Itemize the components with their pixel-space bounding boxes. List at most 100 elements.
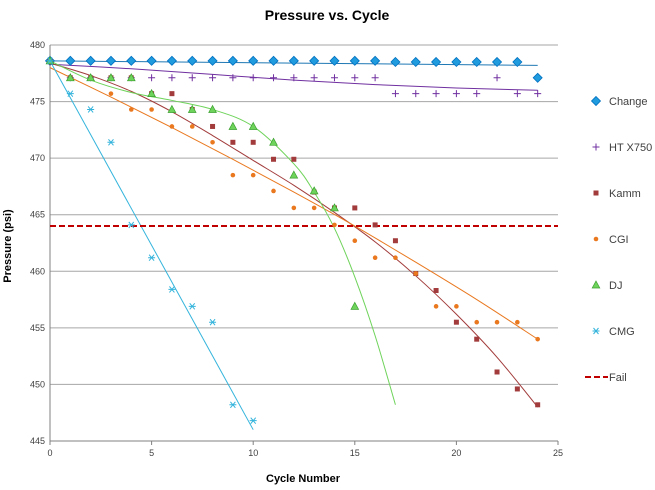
point-change xyxy=(532,72,543,83)
y-tick-label: 480 xyxy=(30,40,45,50)
point-change xyxy=(410,56,421,68)
point-ht-x750 xyxy=(209,74,217,82)
point-cmg xyxy=(188,303,196,310)
point-cgi xyxy=(332,222,337,228)
y-tick-label: 450 xyxy=(30,379,45,389)
point-kamm xyxy=(372,222,378,228)
point-cgi xyxy=(250,172,256,178)
point-kamm xyxy=(291,156,297,162)
x-tick-label: 0 xyxy=(47,448,52,458)
point-dj xyxy=(187,104,197,113)
x-tick-label: 5 xyxy=(149,448,154,458)
point-kamm xyxy=(169,91,175,97)
point-dj xyxy=(248,121,258,130)
point-ht-x750 xyxy=(513,90,521,98)
trendline-kamm xyxy=(49,62,539,408)
trendline-dj xyxy=(49,60,396,405)
point-kamm xyxy=(535,402,541,408)
point-ht-x750 xyxy=(351,74,359,82)
point-change xyxy=(227,55,238,66)
point-cmg xyxy=(249,417,257,424)
point-dj xyxy=(65,73,75,82)
point-dj xyxy=(86,73,96,82)
legend-label-change: Change xyxy=(609,96,648,108)
y-tick-label: 470 xyxy=(30,153,45,163)
point-ht-x750 xyxy=(290,74,298,82)
point-change xyxy=(207,55,218,66)
point-cgi xyxy=(413,271,419,276)
point-cmg xyxy=(127,221,135,229)
legend-marker-cmg xyxy=(592,327,600,335)
point-cgi xyxy=(189,124,195,129)
point-kamm xyxy=(494,369,500,375)
x-tick-label: 15 xyxy=(350,448,360,458)
point-change xyxy=(329,55,340,66)
point-dj xyxy=(350,301,360,310)
point-ht-x750 xyxy=(493,74,501,82)
point-cmg xyxy=(229,401,237,409)
point-cgi xyxy=(393,255,398,261)
point-kamm xyxy=(474,336,480,342)
point-ht-x750 xyxy=(391,90,399,98)
axes: 445 450 455 460 465 470 475 480 0 5 10 15 20 25 xyxy=(30,40,563,458)
point-cgi xyxy=(149,107,154,112)
point-kamm xyxy=(230,139,236,145)
point-kamm xyxy=(210,123,216,129)
x-tick-label: 10 xyxy=(248,448,258,458)
point-dj xyxy=(228,121,238,130)
point-ht-x750 xyxy=(371,74,379,82)
x-tick-label: 25 xyxy=(553,448,563,458)
point-cgi xyxy=(108,91,114,96)
point-ht-x750 xyxy=(270,74,278,82)
point-change xyxy=(451,56,462,68)
point-change xyxy=(248,55,259,66)
point-cmg xyxy=(107,138,115,146)
point-change xyxy=(309,55,320,66)
point-cgi xyxy=(291,205,297,211)
point-cgi xyxy=(230,172,236,178)
point-cgi xyxy=(372,255,378,261)
point-change xyxy=(166,55,177,66)
point-ht-x750 xyxy=(330,74,338,82)
point-change xyxy=(187,55,198,66)
point-dj xyxy=(269,137,278,146)
point-ht-x750 xyxy=(168,74,176,82)
legend-marker-cgi xyxy=(593,236,599,242)
legend: Change HT X750 Kamm CGI DJ CMG Fail xyxy=(585,95,652,384)
point-cmg xyxy=(148,254,156,262)
trendline-cgi xyxy=(49,67,538,340)
point-dj xyxy=(330,203,339,212)
point-cmg xyxy=(66,90,74,97)
data-points xyxy=(44,55,543,424)
y-tick-label: 475 xyxy=(30,97,45,107)
legend-marker-change xyxy=(590,95,602,107)
point-cgi xyxy=(210,140,215,145)
point-change xyxy=(65,55,76,66)
point-dj xyxy=(289,170,299,179)
point-kamm xyxy=(433,288,439,294)
point-kamm xyxy=(453,319,459,325)
y-tick-label: 460 xyxy=(30,266,45,276)
point-cgi xyxy=(271,188,276,194)
point-cmg xyxy=(87,106,95,113)
chart-title: Pressure vs. Cycle xyxy=(265,7,390,23)
legend-label-fail: Fail xyxy=(609,372,627,384)
point-cgi xyxy=(494,319,500,325)
point-kamm xyxy=(392,238,398,244)
point-cgi xyxy=(128,107,134,112)
y-tick-label: 445 xyxy=(30,436,45,446)
legend-marker-kamm xyxy=(593,190,599,196)
point-cgi xyxy=(311,205,317,211)
point-cgi xyxy=(454,304,459,309)
point-change xyxy=(146,55,157,66)
point-dj xyxy=(126,73,136,82)
point-change xyxy=(268,55,279,66)
y-tick-label: 455 xyxy=(30,323,45,333)
point-ht-x750 xyxy=(473,90,481,98)
point-cgi xyxy=(474,319,480,325)
gridlines xyxy=(50,44,558,385)
point-ht-x750 xyxy=(310,74,318,82)
legend-label-dj: DJ xyxy=(609,280,622,292)
point-cmg xyxy=(46,57,54,65)
